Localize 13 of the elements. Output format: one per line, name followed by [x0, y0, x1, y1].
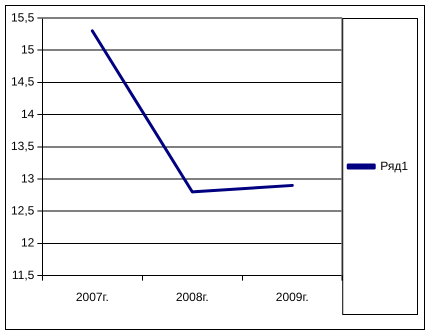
y-tick-label: 12 [20, 236, 35, 250]
y-tick-label: 15,5 [10, 10, 35, 24]
x-tick-label: 2007г. [76, 290, 109, 304]
x-tick-label: 2008г. [176, 290, 209, 304]
y-tick-label: 11,5 [12, 268, 35, 282]
x-tick-label: 2009г. [276, 290, 309, 304]
y-tick-label: 15 [20, 42, 35, 57]
y-tick-label: 14,5 [10, 74, 35, 89]
y-tick-label: 12,5 [10, 204, 35, 218]
y-tick-label: 14 [20, 106, 35, 121]
legend-label: Ряд1 [380, 158, 408, 173]
y-tick-label: 13,5 [10, 139, 35, 154]
y-tick-label: 13 [20, 171, 35, 186]
